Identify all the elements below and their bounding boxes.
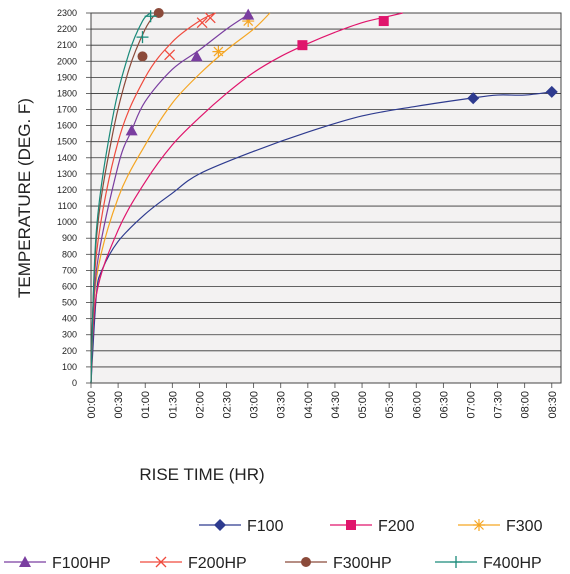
y-tick-label: 900 bbox=[62, 233, 77, 243]
x-tick-label: 03:00 bbox=[249, 391, 261, 419]
x-tick-label: 00:00 bbox=[86, 391, 98, 419]
data-point-f300 bbox=[212, 45, 225, 58]
legend-item-f300: F300 bbox=[458, 518, 543, 535]
y-tick-label: 1100 bbox=[58, 201, 77, 211]
legend-marker bbox=[301, 557, 311, 567]
x-tick-label: 04:30 bbox=[330, 391, 342, 419]
data-point-f200hp bbox=[196, 17, 208, 29]
x-tick-label: 00:30 bbox=[113, 391, 125, 419]
x-tick-label: 08:00 bbox=[520, 391, 532, 419]
y-tick-label: 1300 bbox=[57, 169, 77, 179]
x-tick-label: 07:30 bbox=[493, 391, 505, 419]
y-tick-label: 2000 bbox=[57, 56, 77, 66]
x-axis-title: RISE TIME (HR) bbox=[139, 465, 264, 484]
y-axis-title: TEMPERATURE (DEG. F) bbox=[15, 98, 34, 298]
legend-marker bbox=[346, 520, 356, 530]
legend-marker bbox=[19, 556, 31, 567]
x-tick-label: 02:00 bbox=[194, 391, 206, 419]
x-tick-label: 05:00 bbox=[357, 391, 369, 419]
plot-area bbox=[90, 12, 562, 384]
x-tick-label: 03:30 bbox=[276, 391, 288, 419]
legend-marker bbox=[473, 519, 485, 531]
y-tick-label: 700 bbox=[62, 265, 77, 275]
y-tick-label: 1400 bbox=[57, 153, 77, 163]
series-line-f400hp bbox=[90, 12, 152, 384]
series-lines bbox=[90, 12, 552, 384]
y-tick-label: 800 bbox=[62, 249, 77, 259]
x-tick-label: 01:30 bbox=[167, 391, 179, 419]
x-tick-label: 08:30 bbox=[547, 391, 559, 419]
legend-label: F400HP bbox=[483, 555, 542, 572]
x-tick-label: 06:00 bbox=[411, 391, 423, 419]
series-markers bbox=[125, 8, 558, 136]
data-point-f200hp bbox=[164, 49, 176, 61]
grid-lines bbox=[91, 28, 561, 368]
data-point-f400hp bbox=[144, 10, 157, 23]
legend: F100 F200 F300 F100HP F200HP F300HP F400HP bbox=[4, 518, 543, 572]
y-tick-label: 1600 bbox=[57, 121, 77, 131]
y-tick-label: 2200 bbox=[57, 24, 77, 34]
legend-item-f100hp: F100HP bbox=[4, 555, 111, 572]
x-tick-label: 07:00 bbox=[465, 391, 477, 419]
y-tick-label: 1800 bbox=[57, 88, 77, 98]
data-point-f200 bbox=[378, 16, 389, 27]
y-tick-label: 1000 bbox=[57, 217, 77, 227]
y-tick-label: 600 bbox=[62, 281, 77, 291]
y-tick-label: 1900 bbox=[57, 72, 77, 82]
legend-marker bbox=[450, 556, 462, 568]
x-axis-ticks: 00:00 00:30 01:00 01:30 02:00 02:30 03:00 03:30… bbox=[86, 383, 559, 419]
series-line-f100hp bbox=[90, 14, 249, 384]
y-tick-label: 200 bbox=[62, 346, 77, 356]
series-line-f300 bbox=[90, 12, 271, 384]
x-tick-label: 04:00 bbox=[303, 391, 315, 419]
data-point-f200hp bbox=[204, 12, 216, 24]
y-tick-label: 0 bbox=[72, 378, 77, 388]
legend-label: F100HP bbox=[52, 555, 111, 572]
x-tick-label: 02:30 bbox=[222, 391, 234, 419]
data-point-f400hp bbox=[136, 31, 149, 44]
y-tick-label: 2100 bbox=[57, 40, 77, 50]
data-point-f300 bbox=[242, 15, 255, 28]
y-tick-label: 100 bbox=[62, 362, 77, 372]
x-tick-label: 05:30 bbox=[384, 391, 396, 419]
y-tick-label: 300 bbox=[62, 330, 77, 340]
data-point-f200 bbox=[297, 40, 308, 51]
legend-item-f100: F100 bbox=[199, 518, 284, 535]
data-point-f100 bbox=[467, 92, 480, 105]
legend-label: F200 bbox=[378, 518, 415, 535]
legend-label: F300HP bbox=[333, 555, 392, 572]
y-tick-label: 500 bbox=[62, 298, 77, 308]
y-tick-label: 1500 bbox=[57, 137, 77, 147]
legend-label: F100 bbox=[247, 518, 284, 535]
legend-label: F200HP bbox=[188, 555, 247, 572]
legend-label: F300 bbox=[506, 518, 543, 535]
y-axis-ticks: 0 100 200 300 400 500 600 700 800 900 1000 1100 1200… bbox=[57, 8, 91, 388]
data-point-f100hp bbox=[190, 50, 203, 62]
y-tick-label: 1200 bbox=[57, 185, 77, 195]
legend-item-f400hp: F400HP bbox=[435, 555, 542, 572]
data-point-f100hp bbox=[242, 8, 255, 20]
legend-marker bbox=[214, 519, 226, 531]
x-tick-label: 01:00 bbox=[140, 391, 152, 419]
legend-item-f300hp: F300HP bbox=[285, 555, 392, 572]
y-tick-label: 2300 bbox=[57, 8, 77, 18]
series-line-f200 bbox=[90, 12, 403, 384]
legend-marker bbox=[155, 556, 167, 568]
x-tick-label: 06:30 bbox=[438, 391, 450, 419]
y-tick-label: 1700 bbox=[57, 105, 77, 115]
legend-item-f200: F200 bbox=[330, 518, 415, 535]
data-point-f100hp bbox=[125, 124, 138, 136]
y-tick-label: 400 bbox=[62, 314, 77, 324]
legend-item-f200hp: F200HP bbox=[140, 555, 247, 572]
data-point-f300hp bbox=[153, 8, 164, 18]
data-point-f300hp bbox=[137, 51, 148, 62]
data-point-f100 bbox=[545, 85, 558, 98]
